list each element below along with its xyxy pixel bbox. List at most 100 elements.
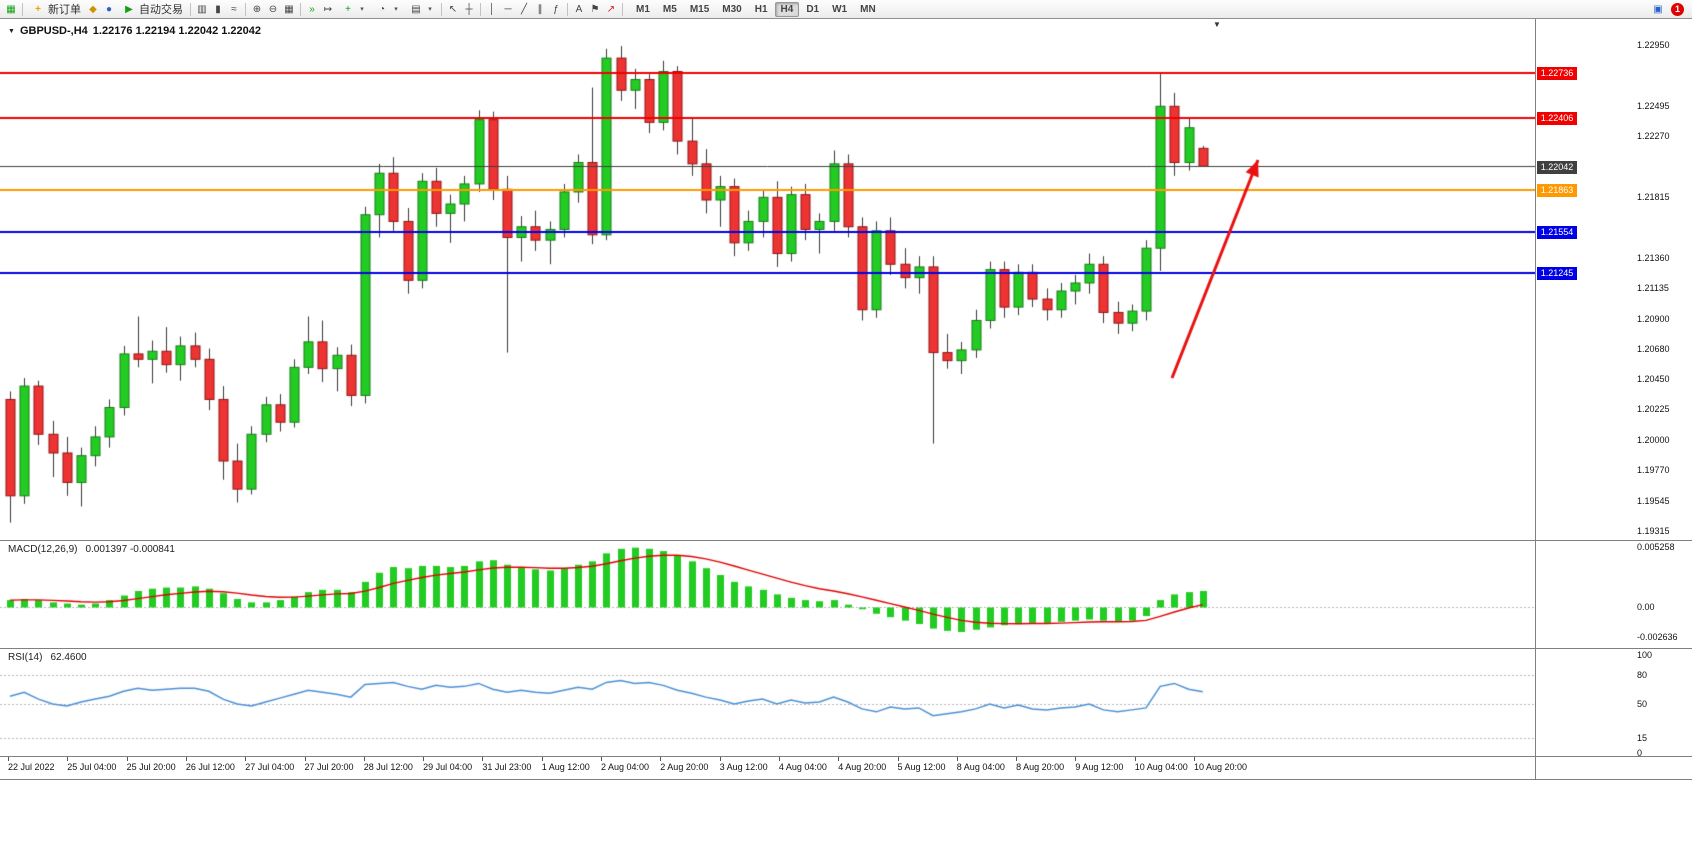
label-tool-icon[interactable]: ⚑ [590, 3, 600, 15]
toolbar-separator [480, 2, 481, 16]
cursor-icon[interactable]: ↖ [448, 3, 458, 15]
timeframe-button-mn[interactable]: MN [860, 3, 876, 15]
fibonacci-tool-icon[interactable]: ƒ [553, 3, 559, 15]
toolbar-separator [300, 2, 301, 16]
toolbar-separator [190, 2, 191, 16]
timeframe-group: M1 M5 M15 M30 H1 H4 D1 W1 MN [630, 1, 882, 17]
chart-candles-icon[interactable]: ▮ [215, 3, 221, 15]
time-axis-label: 4 Aug 20:00 [838, 762, 887, 772]
chevron-down-icon: ▾ [360, 6, 364, 13]
chart-title: ▼ GBPUSD-,H4 1.22176 1.22194 1.22042 1.2… [8, 25, 261, 37]
rsi-scale-label: 50 [1637, 699, 1648, 709]
time-axis-tick [601, 757, 602, 761]
crosshair-icon[interactable]: ┼ [465, 3, 473, 15]
time-axis-tick [1016, 757, 1018, 761]
hline-price-badge: 1.22406 [1537, 112, 1577, 125]
chart-bars-icon[interactable]: ▥ [197, 3, 207, 15]
autotrade-play-icon: ▶ [125, 3, 133, 15]
timeframe-button-h4[interactable]: H4 [774, 1, 800, 17]
time-axis-label: 8 Aug 20:00 [1016, 762, 1065, 772]
rsi-scale-label: 80 [1637, 669, 1648, 680]
timeframe-button-h1[interactable]: H1 [754, 3, 768, 15]
autoscroll-icon[interactable]: » [309, 3, 315, 15]
horizontal-line-tool-icon[interactable]: ─ [504, 3, 512, 15]
hline-price-badge: 1.21245 [1537, 267, 1577, 280]
time-axis-label: 25 Jul 20:00 [126, 762, 176, 772]
rsi-scale-label: 100 [1637, 650, 1653, 660]
hline-price-badge: 1.21863 [1537, 184, 1577, 197]
templates-button[interactable]: ▤ ▾ [404, 1, 438, 17]
clock-icon: ◔ [378, 3, 386, 15]
chart-shift-icon[interactable]: ↦ [323, 3, 333, 15]
rsi-pane-canvas[interactable] [0, 649, 1535, 756]
vertical-line-tool-icon[interactable]: │ [488, 3, 496, 15]
time-axis-tick [956, 757, 958, 761]
tile-windows-icon[interactable]: ▦ [284, 3, 294, 15]
periods-button[interactable]: ◔ ▾ [370, 1, 404, 17]
timeframe-button-m1[interactable]: M1 [636, 3, 650, 15]
price-scale-label: 1.19315 [1637, 526, 1670, 537]
price-scale-label: 1.20000 [1637, 434, 1670, 445]
time-axis-label: 26 Jul 12:00 [185, 762, 235, 772]
macd-values: 0.001397 -0.000841 [85, 544, 175, 555]
time-axis-tick [1194, 757, 1195, 761]
time-axis-label: 3 Aug 12:00 [719, 762, 768, 772]
time-axis-label: 10 Aug 20:00 [1194, 762, 1248, 772]
macd-pane-splitter[interactable] [0, 540, 1692, 541]
time-axis-tick [778, 757, 780, 761]
rsi-pane-splitter[interactable] [0, 648, 1692, 649]
time-axis-label: 31 Jul 23:00 [482, 762, 532, 772]
time-axis-tick [482, 757, 484, 761]
time-axis-label: 4 Aug 04:00 [778, 762, 827, 772]
timeframe-button-m15[interactable]: M15 [689, 3, 710, 15]
toolbar-separator [22, 2, 23, 16]
alerts-icon[interactable]: ▣ [1653, 3, 1663, 15]
toolbar-separator [441, 2, 442, 16]
price-scale-label: 1.22270 [1637, 130, 1670, 141]
market-watch-icon[interactable]: ● [105, 3, 113, 15]
main-chart-canvas[interactable] [0, 19, 1535, 540]
time-axis-tick [8, 757, 9, 761]
indicators-button[interactable]: + ▾ [336, 1, 370, 17]
time-axis-tick [660, 757, 662, 761]
text-tool-icon[interactable]: A [575, 3, 583, 15]
toolbar-separator [567, 2, 568, 16]
autotrade-label: 自动交易 [139, 4, 183, 16]
chart-dropdown-icon[interactable]: ▼ [8, 27, 15, 35]
rsi-indicator-label: RSI(14) 62.4600 [8, 652, 87, 663]
chart-ohlc-values: 1.22176 1.22194 1.22042 1.22042 [92, 25, 261, 37]
price-scale-label: 1.20225 [1637, 404, 1670, 415]
timeframe-button-m30[interactable]: M30 [722, 3, 742, 15]
zoom-in-icon[interactable]: ⊕ [252, 3, 262, 15]
zoom-out-icon[interactable]: ⊖ [268, 3, 278, 15]
time-axis-label: 29 Jul 04:00 [423, 762, 473, 772]
chart-window-icon[interactable]: ▦ [6, 3, 16, 15]
new-order-icon: + [35, 3, 41, 15]
macd-pane-canvas[interactable] [0, 541, 1535, 648]
time-axis-tick [838, 757, 840, 761]
time-axis-separator [0, 756, 1692, 757]
notification-badge[interactable]: 1 [1671, 2, 1684, 16]
time-axis-tick [245, 757, 247, 761]
rsi-scale-label: 15 [1637, 733, 1648, 744]
time-axis-label: 2 Aug 04:00 [601, 762, 650, 772]
channel-tool-icon[interactable]: ∥ [537, 3, 543, 15]
timeframe-button-m5[interactable]: M5 [662, 3, 677, 15]
timeframe-button-d1[interactable]: D1 [806, 3, 820, 15]
chart-line-icon[interactable]: ≈ [231, 3, 237, 15]
ea-wizard-icon[interactable]: ◆ [89, 3, 97, 15]
timeframe-button-w1[interactable]: W1 [832, 3, 848, 15]
new-order-button[interactable]: + 新订单 [26, 1, 85, 17]
trendline-tool-icon[interactable]: ╱ [520, 3, 528, 15]
chevron-down-icon: ▾ [394, 6, 398, 13]
hline-price-badge: 1.21554 [1537, 226, 1577, 239]
time-axis-label: 10 Aug 04:00 [1134, 762, 1188, 772]
arrows-tool-icon[interactable]: ↗ [606, 3, 616, 15]
price-scale-separator[interactable] [1535, 19, 1536, 779]
autotrade-button[interactable]: ▶ 自动交易 [117, 1, 187, 17]
time-axis-tick [719, 757, 721, 761]
chart-shift-marker[interactable]: ▼ [1213, 20, 1221, 29]
time-axis-tick [304, 757, 306, 761]
toolbar-separator [245, 2, 246, 16]
price-scale-label: 1.21360 [1637, 252, 1670, 263]
